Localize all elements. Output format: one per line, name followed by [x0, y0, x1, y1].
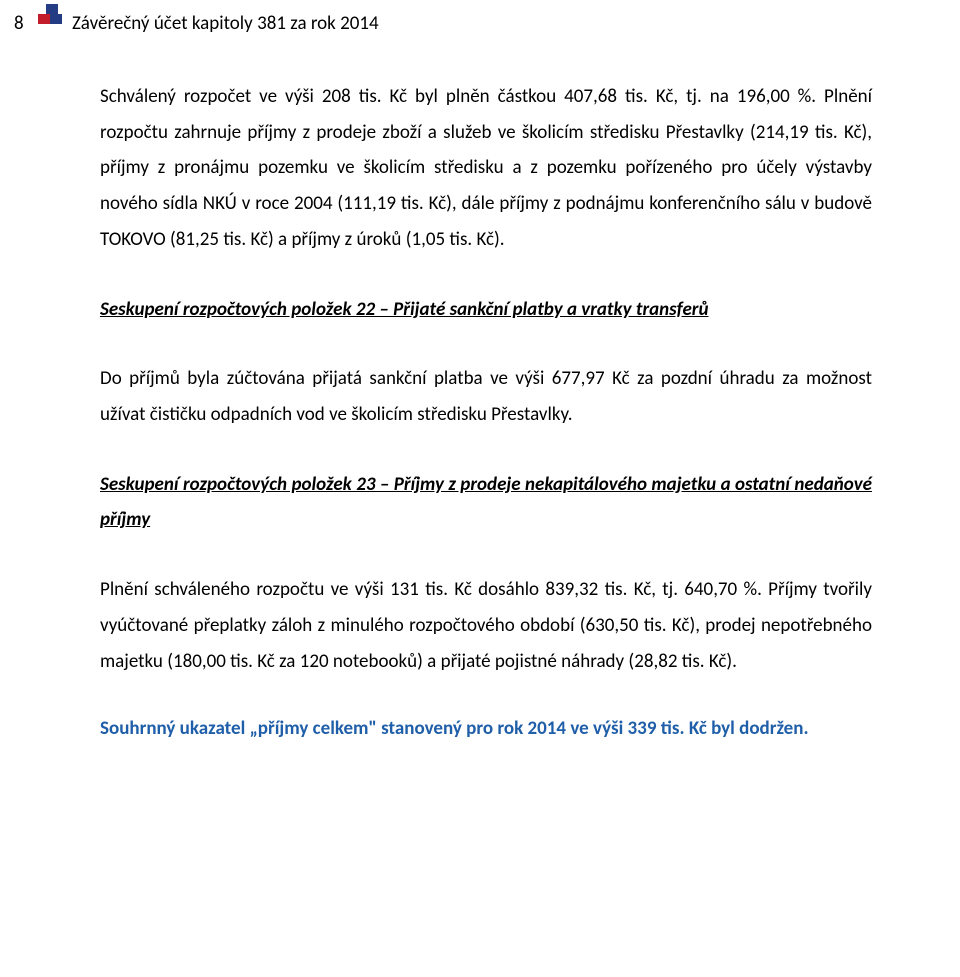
section-heading-23: Seskupení rozpočtových položek 23 – Příj… [100, 467, 872, 538]
summary-indicator-line: Souhrnný ukazatel „příjmy celkem" stanov… [100, 717, 872, 740]
page-header: 8 Závěrečný účet kapitoly 381 za rok 201… [100, 12, 872, 35]
page-number: 8 [14, 12, 24, 35]
running-title: Závěrečný účet kapitoly 381 za rok 2014 [72, 12, 379, 35]
logo-square-top [46, 4, 58, 14]
paragraph-budget-fulfillment: Schválený rozpočet ve výši 208 tis. Kč b… [100, 79, 872, 258]
nku-logo-icon [38, 4, 66, 28]
section-heading-22: Seskupení rozpočtových položek 22 – Přij… [100, 292, 872, 328]
logo-square-left [38, 14, 50, 24]
logo-square-right [50, 14, 62, 24]
document-page: 8 Závěrečný účet kapitoly 381 za rok 201… [0, 0, 960, 977]
paragraph-non-tax-income: Plnění schváleného rozpočtu ve výši 131 … [100, 572, 872, 679]
paragraph-sanction-payment: Do příjmů byla zúčtována přijatá sankční… [100, 361, 872, 432]
